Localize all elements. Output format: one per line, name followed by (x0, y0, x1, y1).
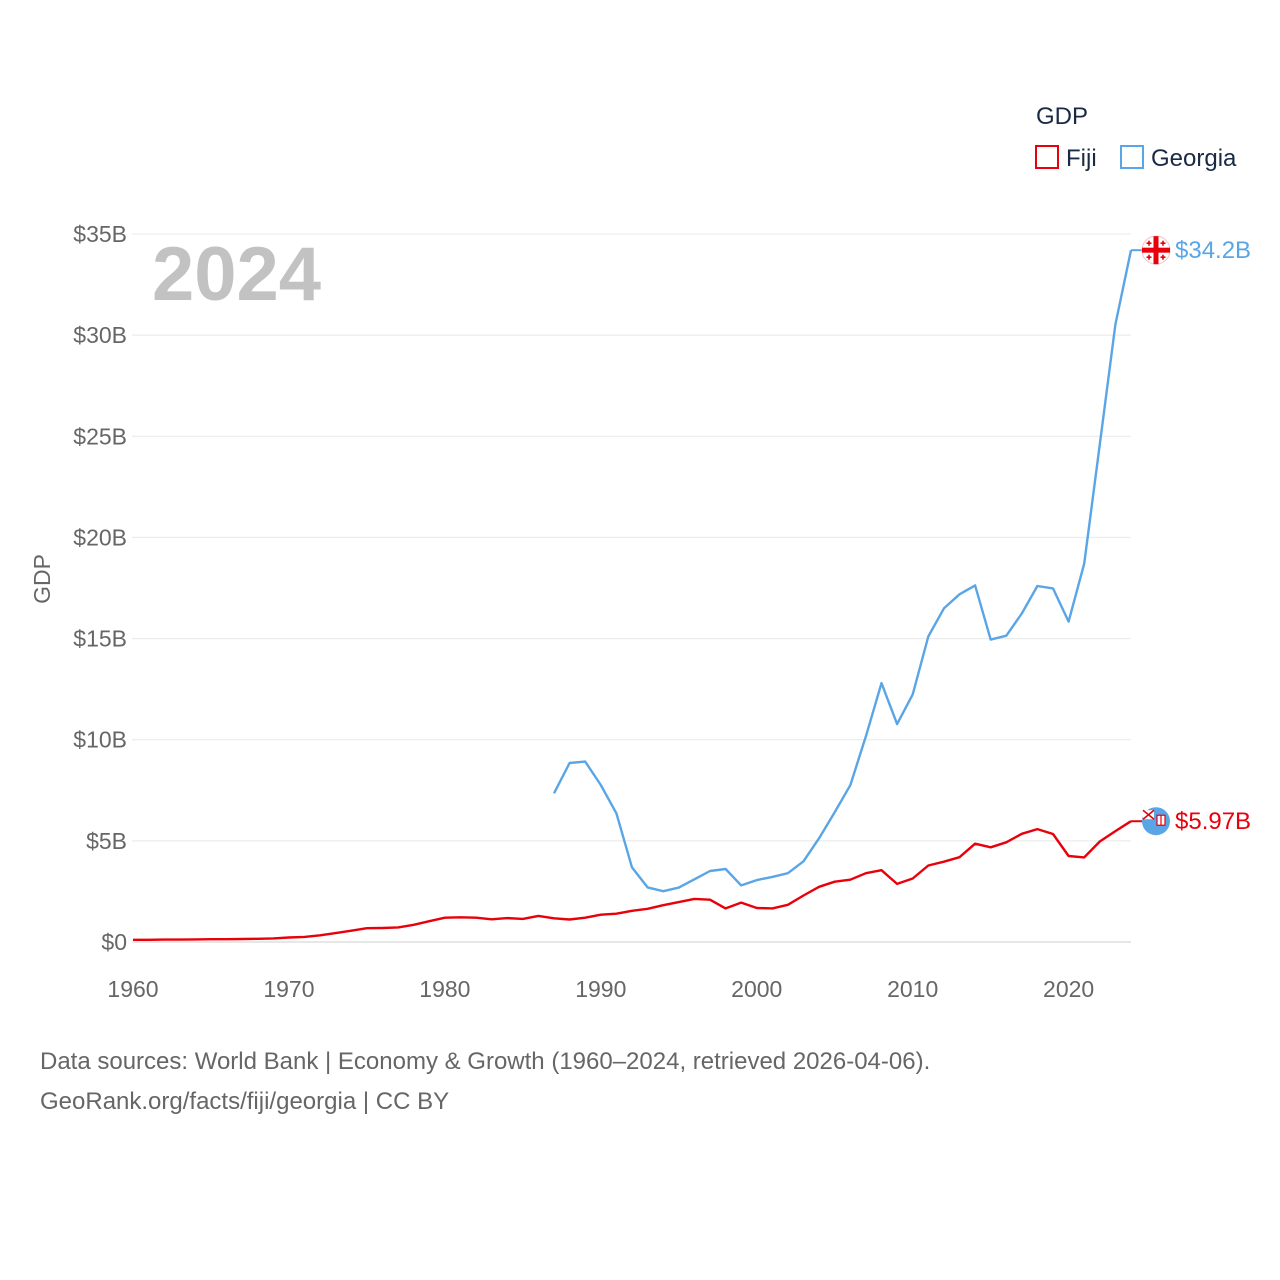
x-tick-label: 1960 (107, 976, 158, 1002)
year-watermark: 2024 (152, 232, 321, 317)
footer: Data sources: World Bank | Economy & Gro… (40, 1042, 930, 1122)
y-tick-label: $15B (73, 626, 127, 652)
end-value-label-fiji: $5.97B (1175, 808, 1251, 835)
legend-item-fiji[interactable]: Fiji (1035, 145, 1097, 172)
end-value-label-georgia: $34.2B (1175, 237, 1251, 264)
y-tick-label: $25B (73, 423, 127, 449)
legend-swatch (1120, 145, 1144, 169)
legend-swatch (1035, 145, 1059, 169)
y-tick-label: $30B (73, 322, 127, 348)
y-tick-label: $0 (101, 929, 127, 955)
legend-item-georgia[interactable]: Georgia (1120, 145, 1237, 172)
x-tick-label: 2010 (887, 976, 938, 1002)
series-line-georgia[interactable] (552, 249, 1133, 893)
y-tick-label: $35B (73, 221, 127, 247)
x-tick-label: 2000 (731, 976, 782, 1002)
y-axis-ticks: $0 $5B $10B $15B $20B $25B $30B $35B (73, 221, 127, 955)
series-line-fiji[interactable] (133, 820, 1132, 941)
x-tick-label: 1980 (419, 976, 470, 1002)
georgia-flag-icon (1141, 235, 1171, 265)
series-lines (133, 249, 1133, 941)
legend-label: Georgia (1151, 145, 1237, 172)
grid-lines (132, 233, 1131, 943)
series-endpoints: $5.97B $34.2B (1131, 235, 1251, 836)
x-tick-label: 1990 (575, 976, 626, 1002)
x-tick-label: 1970 (263, 976, 314, 1002)
y-axis-label: GDP (29, 554, 55, 604)
legend-title: GDP (1036, 103, 1088, 130)
legend-label: Fiji (1066, 145, 1097, 172)
footer-attribution[interactable]: GeoRank.org/facts/fiji/georgia | CC BY (40, 1088, 450, 1115)
y-tick-label: $20B (73, 524, 127, 550)
fiji-flag-icon (1142, 807, 1170, 836)
x-axis-ticks: 1960 1970 1980 1990 2000 2010 2020 (107, 976, 1094, 1002)
x-tick-label: 2020 (1043, 976, 1094, 1002)
legend[interactable]: GDP Fiji Georgia (1035, 103, 1237, 172)
y-tick-label: $10B (73, 727, 127, 753)
footer-sources: Data sources: World Bank | Economy & Gro… (40, 1048, 931, 1075)
y-tick-label: $5B (86, 828, 127, 854)
